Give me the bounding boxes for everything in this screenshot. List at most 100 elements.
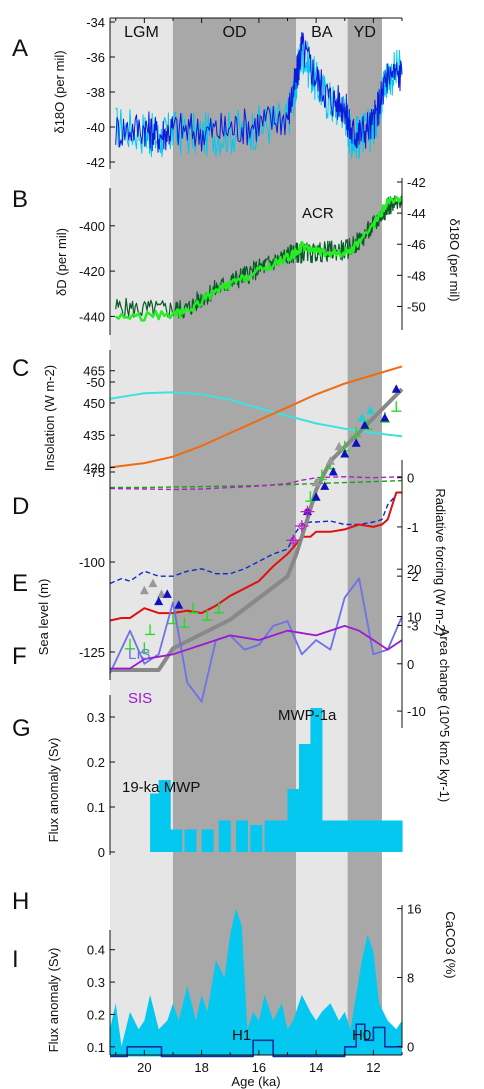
y-tick-label: -2 (407, 569, 419, 584)
annotation-h1: H1 (232, 1027, 251, 1044)
y-tick-label: -38 (86, 85, 105, 100)
period-label-ba: BA (311, 24, 333, 41)
y-title-e: Sea level (m) (36, 579, 51, 656)
y-tick-label: -34 (86, 15, 105, 30)
flux-bar (276, 820, 289, 852)
flux-bar (379, 820, 392, 852)
panel-f-trace-lis (109, 577, 403, 703)
y-tick-label: 450 (83, 396, 105, 411)
sea-level-marker-grey (157, 589, 167, 598)
sea-level-marker-blue (162, 589, 172, 598)
y-title-i: Flux anomaly (Sv) (46, 948, 61, 1053)
sea-level-marker-blue (351, 438, 361, 447)
y-tick-label: 10 (407, 609, 421, 624)
y-tick-label: -400 (79, 219, 105, 234)
y-tick-label: 0 (98, 845, 105, 860)
sea-level-marker-green (202, 610, 213, 621)
sea-level-marker-green (305, 491, 316, 502)
sea-level-marker-magenta (304, 508, 312, 516)
x-tick-label: 16 (252, 1060, 266, 1075)
panel-letter-e: E (12, 570, 28, 597)
y-tick-label: 20 (407, 562, 421, 577)
sea-level-marker-magenta (294, 520, 309, 532)
y-tick-label: 420 (83, 460, 105, 475)
x-tick-label: 14 (309, 1060, 323, 1075)
y-tick-label: -46 (407, 237, 426, 252)
flux-bar (310, 708, 323, 852)
y-tick-label: 435 (83, 428, 105, 443)
panel-c-trace (109, 391, 403, 438)
y-tick-label: 0.3 (87, 975, 105, 990)
flux-bar (298, 744, 311, 852)
y-tick-label: -44 (407, 206, 426, 221)
y-tick-label: -40 (86, 120, 105, 135)
y-tick-label: -125 (79, 645, 105, 660)
flux-bar (344, 820, 357, 852)
y-title-b: δD (per mil) (54, 228, 69, 296)
y-tick-label: 0 (407, 657, 414, 672)
y-tick-label: 16 (407, 902, 421, 917)
y-tick-label: -440 (79, 309, 105, 324)
x-axis-label: Age (ka) (231, 1074, 280, 1089)
flux-bar (333, 820, 346, 852)
y-tick-label: -48 (407, 268, 426, 283)
sea-level-marker-blue (311, 492, 321, 501)
y-title-b-right: δ18O (per mil) (447, 218, 462, 301)
sea-level-marker-blue (360, 420, 370, 429)
sea-level-marker-grey (325, 456, 335, 465)
period-band-od (172, 18, 297, 1055)
sea-level-marker-grey (148, 578, 158, 588)
y-title-c: Insolation (W m-2) (42, 365, 57, 471)
sea-level-marker-magenta (300, 505, 315, 518)
data-traces (109, 32, 404, 1058)
y-tick-label: 0 (407, 471, 414, 486)
sea-level-marker-magenta (286, 534, 301, 547)
sea-level-marker-blue (174, 600, 184, 609)
panel-d-trace (109, 491, 402, 622)
x-tick-label: 18 (194, 1060, 208, 1075)
sea-level-marker-green (125, 638, 136, 650)
period-band-yd (347, 18, 382, 1055)
sea-level-marker-green (391, 401, 402, 412)
flux-bar (158, 780, 171, 852)
sea-level-marker-blue (340, 449, 350, 458)
sea-level-marker-grey (334, 441, 344, 451)
panel-letter-c: C (12, 355, 29, 382)
flux-bar (250, 825, 263, 852)
series-label-lis: LIS (128, 646, 151, 663)
panel-b-trace (115, 195, 404, 322)
period-label-lgm: LGM (124, 24, 159, 41)
y-tick-label: -1 (407, 520, 419, 535)
sea-level-marker-grey (311, 477, 321, 487)
y-tick-label: -10 (407, 704, 426, 719)
sea-level-marker-cyan (366, 405, 376, 415)
y-tick-label: 0.1 (87, 800, 105, 815)
annotation-acr: ACR (302, 205, 334, 222)
panel-letter-f: F (12, 643, 27, 670)
y-tick-label: 8 (407, 971, 414, 986)
panel-letter-h: H (12, 888, 29, 915)
sea-level-marker-blue (320, 481, 330, 490)
flux-bar (356, 820, 369, 852)
sea-level-marker-green (188, 602, 199, 614)
panel-letter-d: D (12, 493, 29, 520)
panel-letter-g: G (12, 715, 31, 742)
caco3-area (110, 908, 402, 1055)
flux-bar (201, 829, 214, 852)
y-tick-label: -75 (86, 465, 105, 480)
sea-level-marker-magenta (298, 522, 306, 530)
panel-letter-b: B (12, 186, 28, 213)
series-label-sis: SIS (128, 690, 152, 707)
y-tick-label: 0 (407, 1039, 414, 1054)
y-tick-label: 0.2 (87, 1007, 105, 1022)
period-shading (110, 18, 382, 1055)
y-tick-label: -42 (86, 155, 105, 170)
y-tick-label: -36 (86, 50, 105, 65)
y-tick-label: -50 (86, 375, 105, 390)
sea-level-marker-green (145, 624, 156, 636)
y-title-f: Area change (10^5 km2 kyr-1) (437, 628, 452, 802)
flux-bar (264, 820, 277, 852)
